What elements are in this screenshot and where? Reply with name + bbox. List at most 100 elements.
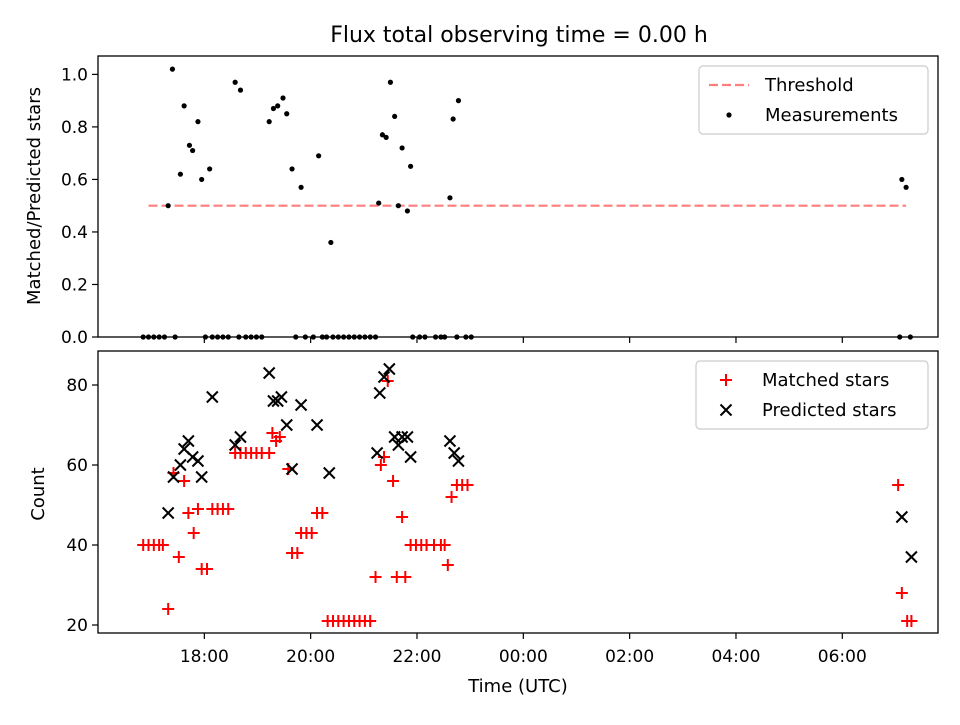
y-tick-label: 40 xyxy=(66,536,88,556)
measurement-point xyxy=(199,176,205,183)
predicted-star-point xyxy=(234,430,247,444)
bottom-y-axis-label: Count xyxy=(28,467,49,520)
x-tick-label: 02:00 xyxy=(605,647,654,667)
predicted-star-point xyxy=(182,434,195,448)
matched-star-point xyxy=(305,527,318,539)
matched-star-point xyxy=(191,503,204,515)
predicted-star-point xyxy=(174,458,187,472)
measurement-point xyxy=(284,111,290,117)
predicted-star-point xyxy=(310,418,324,432)
y-tick-label: 0.6 xyxy=(61,170,88,190)
measurement-point xyxy=(903,184,909,190)
legend-label: Predicted stars xyxy=(762,400,896,421)
predicted-star-point xyxy=(267,394,280,408)
x-tick-label: 18:00 xyxy=(180,647,229,667)
predicted-star-point xyxy=(373,386,386,400)
measurement-point xyxy=(298,184,304,190)
legend: Matched stars Predicted stars xyxy=(695,360,929,430)
measurement-point xyxy=(399,145,405,151)
axes-frame xyxy=(97,55,939,338)
legend-label: Measurements xyxy=(765,105,898,126)
matched-star-point xyxy=(156,539,169,551)
predicted-star-point xyxy=(452,454,465,468)
bottom-panel: 20 40 60 80 18:00 20:00 22:00 00:00 02:00 04:00 06… xyxy=(66,350,939,667)
predicted-star-point xyxy=(285,462,299,476)
measurement-point xyxy=(316,153,322,159)
legend-label: Matched stars xyxy=(762,370,889,391)
measurement-point xyxy=(195,119,201,125)
legend-measurement-swatch xyxy=(726,112,732,118)
matched-star-point xyxy=(263,447,276,459)
legend-label: Threshold xyxy=(764,75,854,96)
matched-star-point xyxy=(316,507,329,519)
matched-star-point xyxy=(895,587,908,599)
y-tick-label: 1.0 xyxy=(61,65,88,85)
x-tick-label: 06:00 xyxy=(818,647,867,667)
measurement-point xyxy=(186,142,193,148)
predicted-star-point xyxy=(377,370,391,384)
matched-star-point xyxy=(438,539,451,551)
measurement-point xyxy=(447,195,453,201)
predicted-star-point xyxy=(275,390,288,404)
predicted-star-point xyxy=(395,430,409,444)
measurement-point xyxy=(270,105,277,112)
measurement-point xyxy=(165,203,171,209)
measurement-point xyxy=(450,116,456,122)
measurement-point xyxy=(455,98,462,104)
y-tick-label: 0.2 xyxy=(61,275,88,295)
matched-star-point xyxy=(291,547,304,559)
y-tick-label: 0.4 xyxy=(61,223,88,243)
predicted-star-point xyxy=(401,430,414,444)
x-tick-label: 04:00 xyxy=(711,647,760,667)
measurement-point xyxy=(266,119,272,125)
chart-title: Flux total observing time = 0.00 h xyxy=(330,23,708,48)
measurement-point xyxy=(280,95,286,101)
measurement-point xyxy=(207,166,213,172)
y-tick-label: 80 xyxy=(66,376,88,396)
y-tick-label: 0.8 xyxy=(61,118,88,138)
matched-star-point xyxy=(892,479,905,491)
x-tick-label: 20:00 xyxy=(286,647,335,667)
predicted-star-point xyxy=(404,450,417,464)
predicted-star-point xyxy=(262,366,276,380)
measurement-point xyxy=(328,239,334,246)
measurement-point xyxy=(169,66,176,72)
predicted-star-point xyxy=(206,390,219,404)
matched-star-point xyxy=(441,559,454,571)
matched-star-point xyxy=(374,459,387,471)
matched-star-point xyxy=(905,615,918,627)
predicted-star-point xyxy=(447,446,461,460)
measurement-point xyxy=(177,171,184,177)
legend-box xyxy=(698,65,929,135)
measurement-point xyxy=(899,176,905,183)
plot-area xyxy=(140,66,913,340)
matched-star-point xyxy=(396,511,409,523)
top-y-axis-label: Matched/Predicted stars xyxy=(24,87,45,305)
measurement-point xyxy=(387,79,394,85)
matched-star-point xyxy=(445,491,458,503)
y-tick-label: 20 xyxy=(66,616,88,636)
matched-star-point xyxy=(178,475,191,487)
measurement-point xyxy=(395,203,401,209)
top-panel: 0.0 0.2 0.4 0.6 0.8 1.0 Threshold Measurements xyxy=(61,55,939,348)
measurement-point xyxy=(392,113,398,120)
matched-star-point xyxy=(162,603,175,615)
matched-star-point xyxy=(266,427,279,439)
predicted-star-point xyxy=(443,434,457,448)
measurement-point xyxy=(237,87,244,93)
matched-star-point xyxy=(387,475,400,487)
x-axis-label: Time (UTC) xyxy=(467,676,568,697)
matched-star-point xyxy=(364,615,377,627)
predicted-star-point xyxy=(191,454,205,468)
predicted-star-point xyxy=(370,446,384,460)
predicted-star-point xyxy=(161,506,175,520)
predicted-star-point xyxy=(323,466,336,480)
predicted-star-point xyxy=(895,510,909,524)
matched-star-point xyxy=(273,431,286,443)
predicted-star-point xyxy=(195,470,208,484)
matched-star-point xyxy=(461,479,474,491)
measurement-point xyxy=(232,79,238,85)
x-tick-label: 00:00 xyxy=(499,647,548,667)
